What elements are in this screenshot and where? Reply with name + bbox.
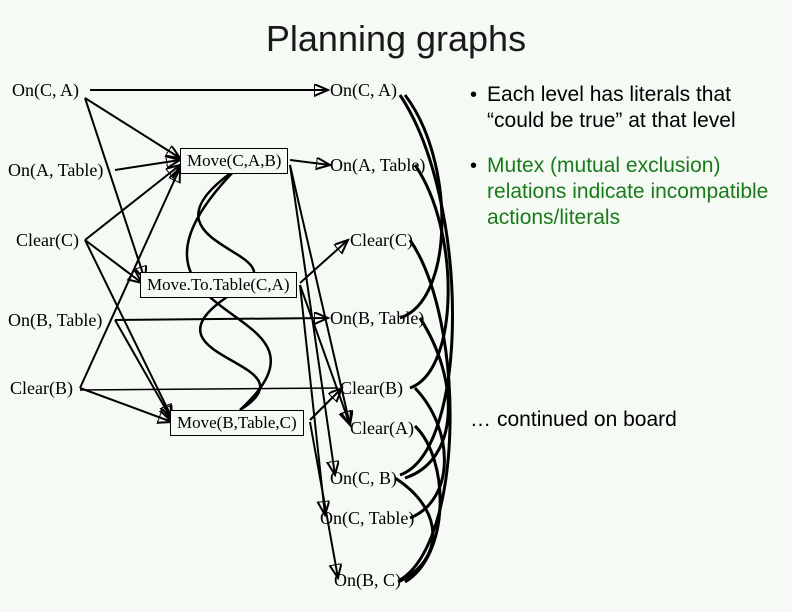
literal-onCTable-L1: On(C, Table): [320, 508, 414, 529]
continued-text: continued on board: [497, 408, 677, 432]
action-moveBTableC: Move(B,Table,C): [170, 410, 304, 436]
ellipsis-icon: …: [470, 408, 491, 432]
bullet-dot-icon: •: [470, 84, 477, 107]
bullet-2: • Mutex (mutual exclusion) relations ind…: [470, 153, 770, 232]
literal-clearB-L0: Clear(B): [10, 378, 73, 399]
bullet-1: • Each level has literals that “could be…: [470, 82, 770, 135]
literal-onCA-L1: On(C, A): [330, 80, 397, 101]
bullet-dot-icon: •: [470, 155, 477, 178]
action-moveToTableCA: Move.To.Table(C,A): [140, 272, 297, 298]
bullets: • Each level has literals that “could be…: [470, 82, 770, 249]
slide-title: Planning graphs: [0, 18, 792, 60]
literal-clearA-L1: Clear(A): [350, 418, 414, 439]
bullet-1-text: Each level has literals that “could be t…: [487, 82, 770, 135]
literal-onCA-L0: On(C, A): [12, 80, 79, 101]
literal-onATable-L1: On(A, Table): [330, 155, 425, 176]
literal-onBC-L1: On(B, C): [334, 570, 401, 591]
bullet-2-text: Mutex (mutual exclusion) relations indic…: [487, 153, 770, 232]
literal-clearC-L0: Clear(C): [16, 230, 79, 251]
literal-onBTable-L1: On(B, Table): [330, 308, 424, 329]
literal-clearB-L1: Clear(B): [340, 378, 403, 399]
literal-onATable-L0: On(A, Table): [8, 160, 103, 181]
literal-onBTable-L0: On(B, Table): [8, 310, 102, 331]
literal-clearC-L1: Clear(C): [350, 230, 413, 251]
literal-onCB-L1: On(C, B): [330, 468, 397, 489]
slide: { "title": "Planning graphs", "literals_…: [0, 0, 792, 612]
continued-note: … continued on board: [470, 408, 677, 432]
action-moveCAB: Move(C,A,B): [180, 148, 288, 174]
